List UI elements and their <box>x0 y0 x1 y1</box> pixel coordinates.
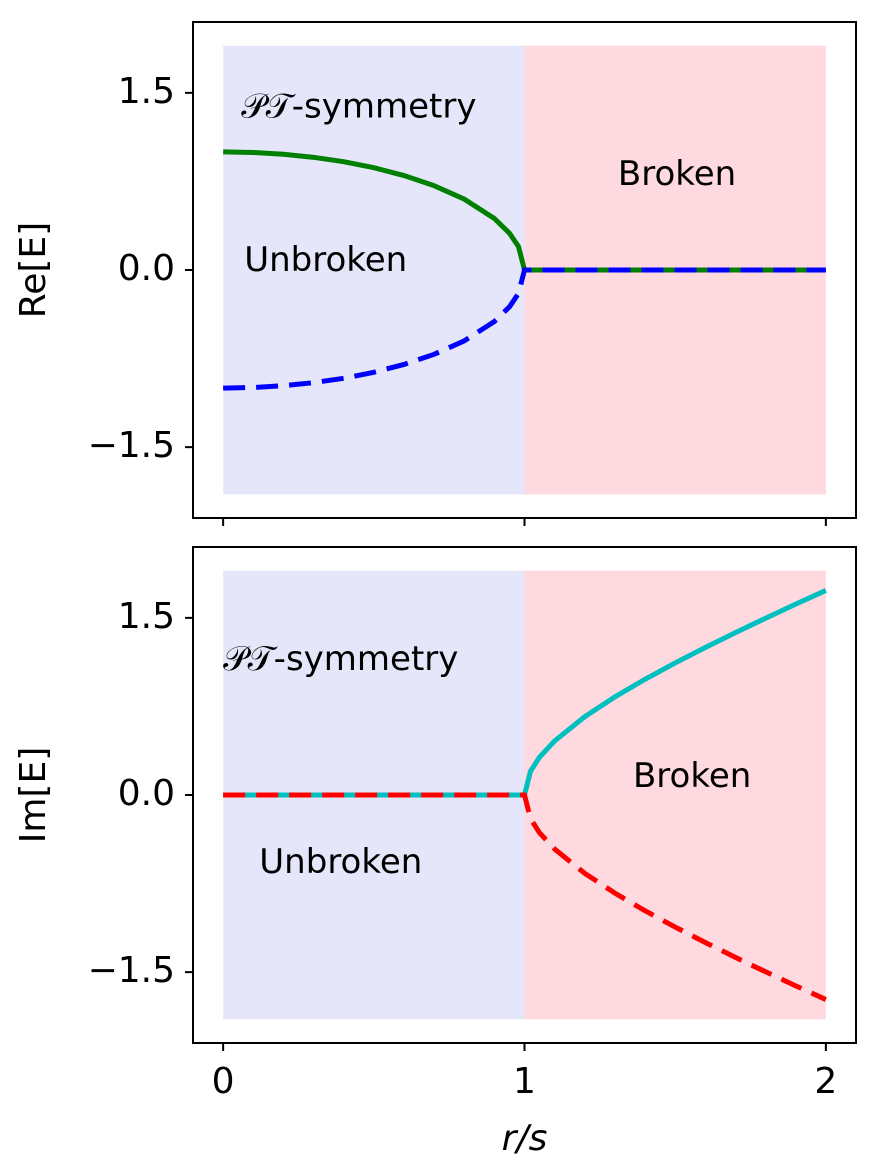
annotation: 𝒫𝒯-symmetry <box>223 639 458 679</box>
annotation: Unbroken <box>259 842 422 882</box>
x-tick-label: 1 <box>513 1061 536 1102</box>
x-tick-label: 2 <box>814 1061 837 1102</box>
y-tick-label: 0.0 <box>118 773 175 814</box>
y-axis-label: Re[E] <box>13 222 54 318</box>
region <box>223 45 525 495</box>
y-axis-label: Im[E] <box>13 747 54 844</box>
series-line <box>223 267 826 391</box>
annotation: Unbroken <box>244 240 407 280</box>
y-tick-label: −1.5 <box>88 425 175 466</box>
y-tick-label: 1.5 <box>118 596 175 637</box>
x-tick-label: 0 <box>212 1061 235 1102</box>
y-tick-label: 1.5 <box>118 71 175 112</box>
annotation: Broken <box>633 756 751 796</box>
region <box>524 570 826 1020</box>
x-axis-label: r/s <box>502 1118 548 1159</box>
y-tick-label: −1.5 <box>88 950 175 991</box>
series-line <box>223 792 827 1002</box>
annotation: 𝒫𝒯-symmetry <box>241 87 476 127</box>
annotation: Broken <box>618 154 736 194</box>
y-tick-label: 0.0 <box>118 248 175 289</box>
